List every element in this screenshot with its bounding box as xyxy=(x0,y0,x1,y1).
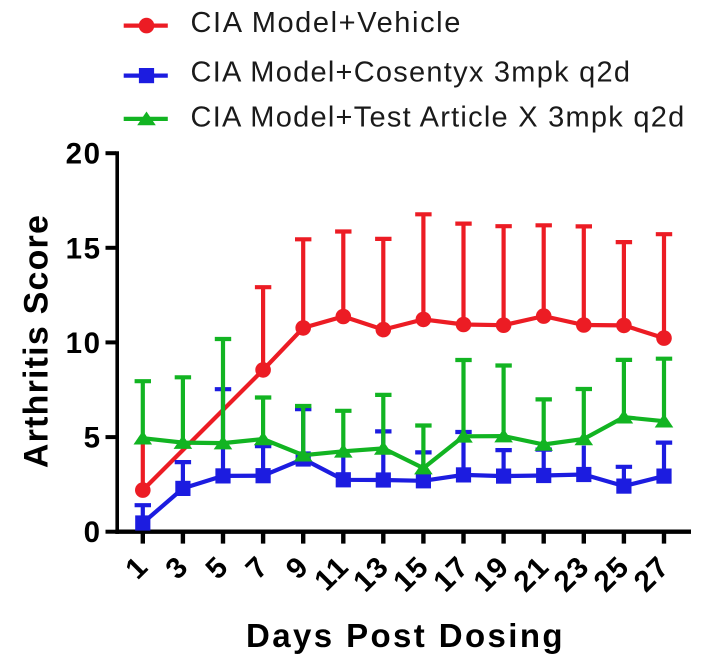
svg-text:CIA Model+Vehicle: CIA Model+Vehicle xyxy=(191,7,462,39)
svg-text:10: 10 xyxy=(66,327,102,360)
svg-text:Arthritis Score: Arthritis Score xyxy=(18,214,56,468)
svg-text:CIA Model+Cosentyx 3mpk q2d: CIA Model+Cosentyx 3mpk q2d xyxy=(191,56,632,88)
svg-text:0: 0 xyxy=(84,516,102,549)
svg-text:CIA Model+Test Article X 3mpk: CIA Model+Test Article X 3mpk q2d xyxy=(191,101,686,133)
svg-text:20: 20 xyxy=(66,138,102,171)
svg-text:5: 5 xyxy=(84,422,102,455)
svg-text:15: 15 xyxy=(66,232,102,265)
svg-text:Days Post Dosing: Days Post Dosing xyxy=(246,617,565,654)
